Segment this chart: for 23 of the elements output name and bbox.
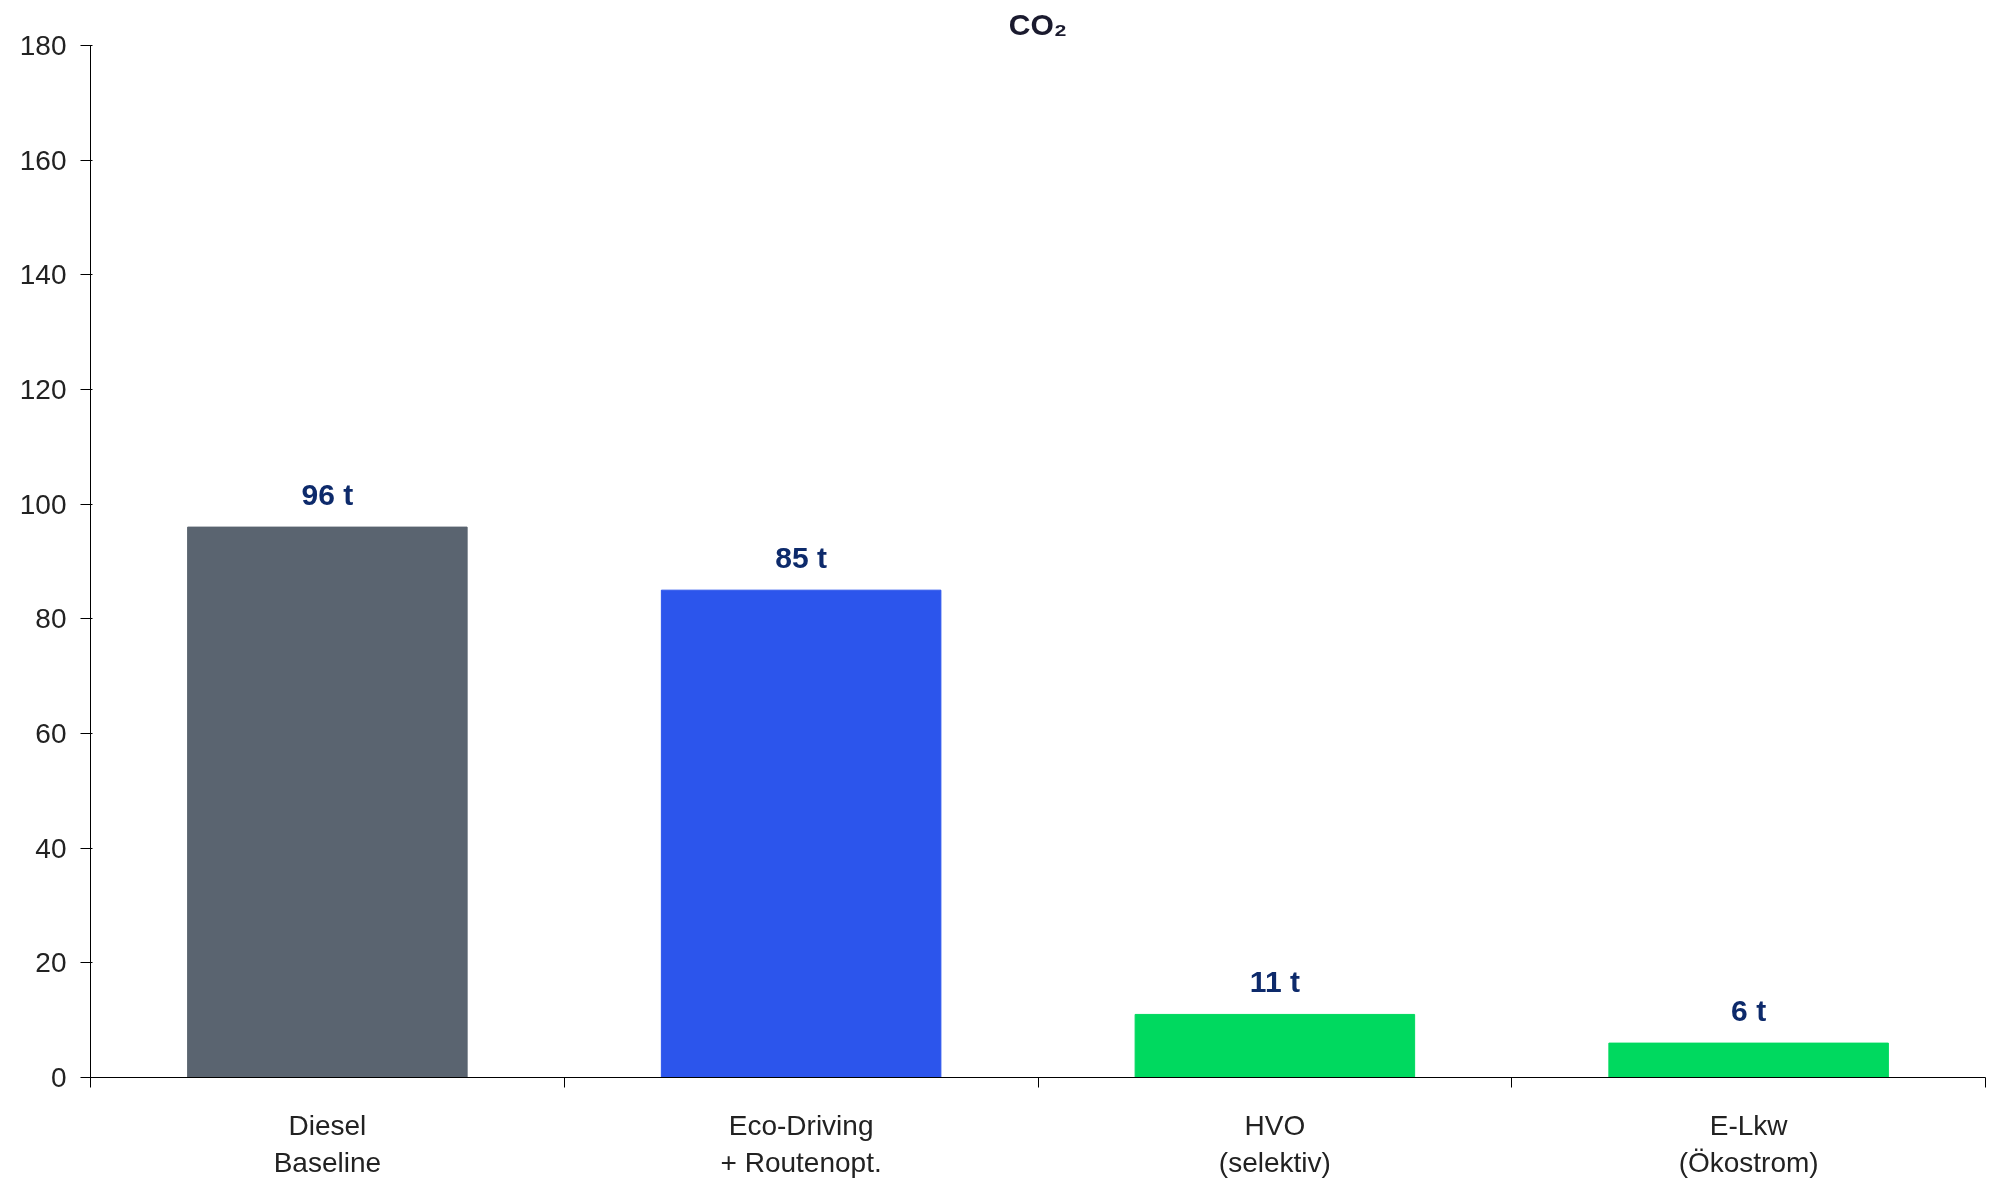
- y-tick-label: 20: [35, 947, 67, 979]
- y-tick-label: 40: [35, 832, 67, 864]
- chart-title: CO₂: [1008, 7, 1068, 41]
- x-tick-label: HVO (selektiv): [1218, 1109, 1331, 1178]
- y-tick-label: 120: [19, 374, 67, 405]
- y-tick-label: 180: [19, 30, 67, 61]
- y-tick-label: 160: [19, 144, 67, 176]
- y-tick-label: 80: [35, 603, 67, 635]
- y-tick-label: 100: [19, 488, 67, 520]
- x-tick-label: E-Lkw (Ökostrom): [1678, 1109, 1819, 1178]
- bar: [660, 589, 942, 1078]
- bar: [187, 526, 468, 1078]
- x-tick-label: Diesel Baseline: [273, 1109, 382, 1178]
- data-label: 85 t: [775, 541, 827, 575]
- x-tick-label: Eco-Driving + Routenopt.: [720, 1109, 882, 1178]
- bar: [1608, 1042, 1889, 1078]
- data-label: 96 t: [301, 478, 354, 512]
- data-label: 11 t: [1249, 965, 1300, 999]
- bar: [1134, 1013, 1416, 1078]
- y-tick-label: 140: [19, 259, 67, 291]
- y-tick-label: 60: [35, 718, 67, 749]
- y-tick-label: 0: [50, 1062, 67, 1093]
- data-label: 6 t: [1731, 994, 1767, 1028]
